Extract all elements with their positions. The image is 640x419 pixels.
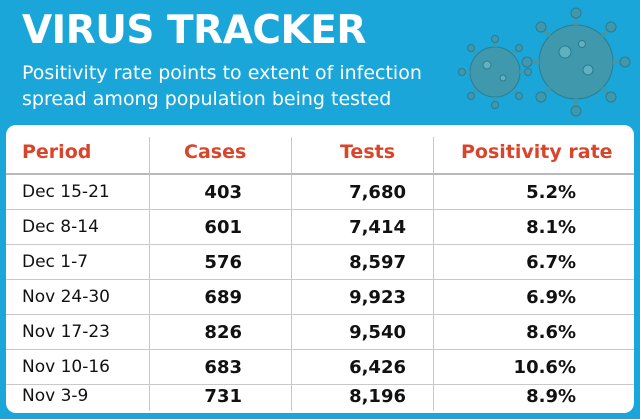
- page-title: VIRUS TRACKER: [22, 8, 366, 53]
- virus-icon: [521, 7, 631, 117]
- table-row: Nov 3-9 731 8,196 8.9%: [6, 379, 634, 413]
- header-tests: Tests: [340, 141, 396, 163]
- rate-cell: 8.1%: [526, 217, 576, 238]
- period-cell: Dec 1-7: [22, 252, 89, 272]
- header-period: Period: [22, 141, 92, 163]
- data-table: Period Cases Tests Positivity rate Dec 1…: [6, 125, 634, 413]
- period-cell: Nov 10-16: [22, 357, 110, 377]
- cases-cell: 601: [204, 217, 242, 238]
- cases-cell: 576: [204, 252, 242, 273]
- tests-cell: 6,426: [349, 357, 406, 378]
- table-row: Dec 15-21 403 7,680 5.2%: [6, 175, 634, 210]
- header: VIRUS TRACKER Positivity rate points to …: [0, 0, 640, 122]
- tests-cell: 7,680: [349, 182, 406, 203]
- cases-cell: 826: [204, 322, 242, 343]
- table-row: Dec 8-14 601 7,414 8.1%: [6, 210, 634, 245]
- table-row: Nov 10-16 683 6,426 10.6%: [6, 350, 634, 385]
- cases-cell: 683: [204, 357, 242, 378]
- column-divider: [149, 137, 150, 411]
- table-header: Period Cases Tests Positivity rate: [6, 133, 634, 175]
- period-cell: Dec 15-21: [22, 182, 110, 202]
- tests-cell: 9,923: [349, 287, 406, 308]
- tests-cell: 9,540: [349, 322, 406, 343]
- rate-cell: 8.9%: [526, 386, 576, 407]
- period-cell: Nov 3-9: [22, 386, 89, 406]
- period-cell: Dec 8-14: [22, 217, 99, 237]
- tests-cell: 8,597: [349, 252, 406, 273]
- tests-cell: 8,196: [349, 386, 406, 407]
- cases-cell: 731: [204, 386, 242, 407]
- column-divider: [433, 137, 434, 411]
- rate-cell: 6.7%: [526, 252, 576, 273]
- cases-cell: 403: [204, 182, 242, 203]
- rate-cell: 10.6%: [513, 357, 576, 378]
- cases-cell: 689: [204, 287, 242, 308]
- rate-cell: 6.9%: [526, 287, 576, 308]
- period-cell: Nov 24-30: [22, 287, 110, 307]
- tests-cell: 7,414: [349, 217, 406, 238]
- table-row: Nov 17-23 826 9,540 8.6%: [6, 315, 634, 350]
- header-cases: Cases: [184, 141, 247, 163]
- page-subtitle: Positivity rate points to extent of infe…: [22, 62, 422, 110]
- table-row: Nov 24-30 689 9,923 6.9%: [6, 280, 634, 315]
- virus-icon: [458, 35, 532, 109]
- period-cell: Nov 17-23: [22, 322, 110, 342]
- rate-cell: 5.2%: [526, 182, 576, 203]
- rate-cell: 8.6%: [526, 322, 576, 343]
- column-divider: [291, 137, 292, 411]
- table-row: Dec 1-7 576 8,597 6.7%: [6, 245, 634, 280]
- header-positivity-rate: Positivity rate: [461, 141, 613, 163]
